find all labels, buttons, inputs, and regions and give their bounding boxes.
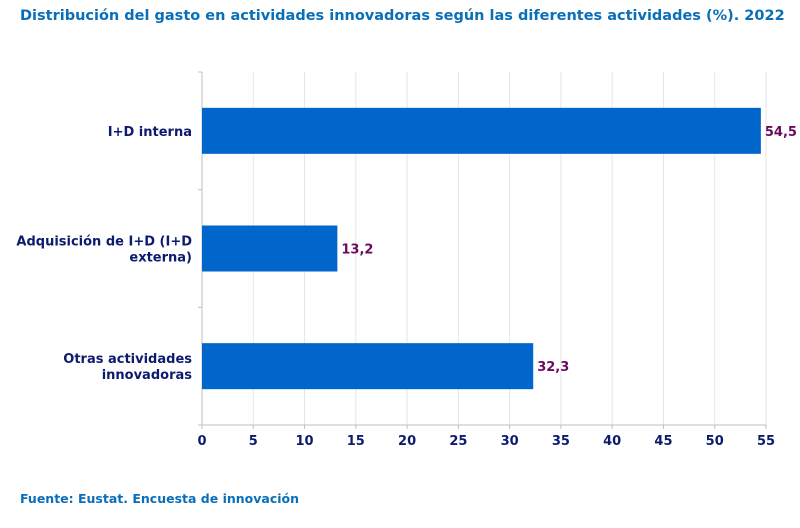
data-label: 32,3 (537, 360, 569, 375)
x-tick-label: 40 (603, 434, 621, 449)
x-tick-label: 15 (347, 434, 365, 449)
x-tick-label: 45 (654, 434, 672, 449)
data-label: 13,2 (341, 243, 373, 258)
x-tick-label: 0 (197, 434, 206, 449)
x-tick-label: 50 (706, 434, 724, 449)
data-label: 54,5 (765, 125, 797, 140)
x-tick-label: 35 (552, 434, 570, 449)
x-tick-label: 10 (295, 434, 313, 449)
category-label: externa) (129, 251, 192, 266)
x-tick-label: 25 (449, 434, 467, 449)
bar (202, 343, 534, 390)
x-tick-label: 30 (501, 434, 519, 449)
source-note: Fuente: Eustat. Encuesta de innovación (20, 491, 299, 506)
category-label: I+D interna (108, 125, 192, 140)
x-tick-label: 5 (249, 434, 258, 449)
chart-title: Distribución del gasto en actividades in… (20, 8, 785, 24)
category-label: Adquisición de I+D (I+D (16, 235, 192, 250)
bar (202, 107, 761, 154)
x-tick-label: 55 (757, 434, 775, 449)
category-label: innovadoras (102, 368, 193, 383)
category-label: Otras actividades (63, 352, 192, 367)
bar (202, 225, 338, 272)
x-tick-label: 20 (398, 434, 416, 449)
